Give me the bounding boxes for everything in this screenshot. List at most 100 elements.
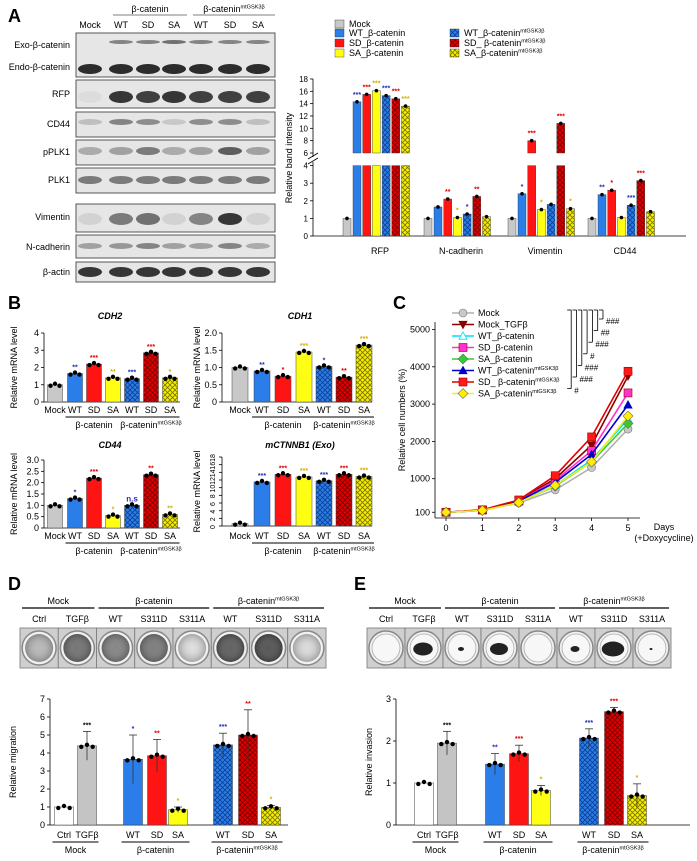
significance-stars: ***	[363, 84, 371, 91]
blot-band	[218, 64, 242, 74]
data-point	[136, 758, 141, 763]
well-lane-label: S311A	[525, 614, 551, 624]
y-tick-label: 2.0	[26, 478, 39, 488]
x-tick-label: 3	[553, 523, 558, 533]
significance-label: ##	[601, 329, 610, 338]
blot-row-label: RFP	[52, 89, 70, 99]
well-shade	[292, 634, 321, 662]
blot-band	[109, 243, 133, 249]
label-text: β-catenin	[582, 845, 619, 855]
label-superscript: mtGSK3β	[532, 389, 556, 395]
blot-band	[218, 243, 242, 249]
x-tick-label: SD	[338, 531, 351, 541]
label-text: β-catenin	[75, 546, 112, 556]
significance-stars: ***	[382, 86, 390, 93]
data-point	[450, 741, 455, 747]
significance-stars: *	[177, 798, 180, 805]
axis-break-mark	[307, 157, 319, 165]
bar	[433, 206, 443, 237]
y-tick-label: 0.5	[26, 512, 39, 522]
x-tick-label: SA	[358, 531, 370, 541]
bar	[213, 744, 233, 826]
legend-swatch	[449, 48, 460, 58]
blot-band	[189, 119, 213, 125]
data-point	[57, 383, 62, 388]
data-point	[586, 441, 597, 450]
data-point	[72, 495, 78, 500]
group-label: β-cateninmtGSK3β	[313, 420, 375, 430]
significance-label: #	[574, 387, 579, 396]
y-axis-label: Relative mRNA level	[192, 326, 202, 408]
bar	[253, 370, 271, 403]
data-point	[68, 497, 73, 502]
series-line	[440, 410, 634, 518]
y-axis-label: Relative migration	[8, 726, 18, 798]
significance-stars: ***	[320, 472, 328, 479]
chart-c-growth: 100 1000 2000 3000 4000 5000 0 1 2 3 4 5 Days(+Doxyc…	[397, 308, 694, 543]
data-point	[285, 473, 290, 478]
x-tick-label: SD	[242, 830, 255, 840]
bar	[414, 782, 434, 826]
data-point	[346, 375, 351, 381]
data-point	[549, 479, 561, 491]
chart-title: mCTNNB1 (Exo)	[265, 440, 335, 450]
label-superscript: mtGSK3β	[520, 28, 544, 34]
data-point	[436, 205, 440, 209]
y-tick-label: 3	[304, 179, 309, 188]
data-point	[458, 320, 468, 330]
blot-band	[246, 147, 270, 155]
panel-label-d: D	[8, 574, 21, 594]
blot-band	[189, 267, 213, 277]
bar	[556, 165, 565, 237]
bar	[531, 790, 551, 826]
well-lane-label: WT	[223, 614, 237, 624]
legend-item: WT_β-cateninmtGSK3β	[464, 28, 545, 38]
x-tick-label: Vimentin	[528, 246, 563, 256]
data-point	[130, 756, 136, 761]
data-point	[181, 808, 186, 813]
blot-row-label: N-cadherin	[26, 242, 70, 252]
data-point	[79, 744, 84, 749]
blot-row-label: Vimentin	[35, 212, 70, 222]
y-tick-label: 2.0	[204, 328, 217, 338]
label-text: SA_β-catenin	[478, 389, 532, 399]
bar	[86, 477, 102, 529]
data-point	[516, 750, 522, 755]
data-point	[167, 511, 173, 516]
significance-label: #	[590, 352, 595, 361]
significance-stars: ***	[219, 724, 227, 731]
well-shade	[63, 634, 92, 662]
y-tick-label: 16	[210, 462, 217, 470]
significance-stars: ***	[90, 469, 98, 476]
label-text: β-catenin	[583, 596, 620, 606]
legend-item: WT_β-catenin	[349, 28, 405, 38]
blot-band	[189, 147, 213, 155]
data-point	[148, 349, 154, 355]
bar	[86, 363, 102, 403]
label-superscript: mtGSK3β	[521, 38, 545, 44]
blot-band	[162, 91, 186, 103]
significance-stars: ***	[279, 465, 287, 472]
data-point	[115, 514, 120, 519]
data-point	[242, 522, 247, 527]
significance-stars: **	[599, 185, 605, 192]
data-point	[264, 369, 269, 375]
bar	[546, 204, 556, 237]
data-point	[87, 362, 92, 368]
significance-stars: **	[148, 466, 154, 473]
well-shade	[139, 634, 168, 662]
significance-stars: *	[540, 777, 543, 784]
x-axis-label-sub: (+Doxycycline)	[634, 533, 693, 543]
blot-row-label: Endo-β-catenin	[9, 62, 70, 72]
blot-band	[109, 147, 133, 155]
well-group-label: Mock	[47, 596, 69, 606]
data-point	[106, 376, 111, 382]
y-tick-label: 1	[34, 380, 39, 390]
y-tick-label: 4	[210, 510, 217, 514]
bar	[105, 377, 121, 403]
bar	[597, 194, 607, 237]
legend-item: WT_β-catenin	[478, 331, 534, 341]
label-text: β-catenin	[75, 420, 112, 430]
x-tick-label: SA	[265, 830, 277, 840]
